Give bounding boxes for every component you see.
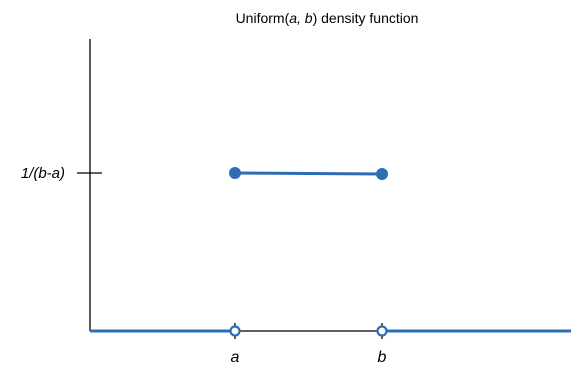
open-endpoint [229, 325, 241, 337]
chart-title-part: ) density function [313, 10, 419, 26]
chart-title-part: a, b [289, 10, 313, 26]
x-tick-label-b: b [378, 349, 387, 366]
y-tick-label: 1/(b-a) [21, 165, 65, 182]
closed-endpoint [229, 167, 241, 179]
chart-title-part: Uniform( [236, 10, 290, 26]
open-endpoint [376, 325, 388, 337]
closed-endpoint [376, 168, 388, 180]
chart-title: Uniform(a, b) density function [236, 10, 419, 26]
x-tick-label-a: a [231, 349, 240, 366]
density-segment-2 [234, 171, 383, 176]
